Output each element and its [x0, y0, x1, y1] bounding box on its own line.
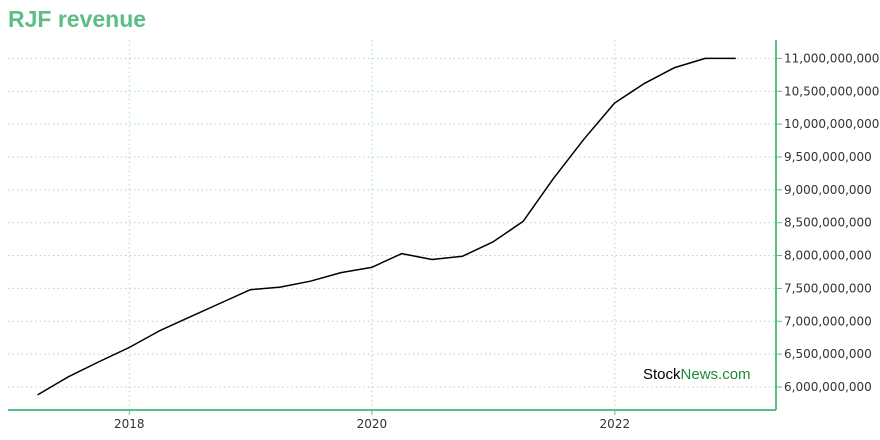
y-tick-label: 10,000,000,000: [784, 117, 879, 131]
y-tick-label: 9,000,000,000: [784, 183, 872, 197]
revenue-series-line: [37, 57, 736, 396]
y-tick-label: 7,000,000,000: [784, 314, 872, 328]
watermark: StockNews.com: [643, 366, 751, 383]
x-tick-label: 2022: [600, 417, 631, 431]
y-tick-label: 7,500,000,000: [784, 281, 872, 295]
watermark-part2: News: [681, 366, 719, 383]
axes: [8, 40, 782, 415]
watermark-part3: .com: [718, 366, 751, 383]
x-tick-label: 2020: [357, 417, 388, 431]
x-tick-labels: 2018 2020 2022: [114, 417, 630, 431]
grid-lines: [8, 40, 776, 410]
y-tick-label: 6,000,000,000: [784, 380, 872, 394]
y-tick-label: 6,500,000,000: [784, 347, 872, 361]
y-tick-label: 8,500,000,000: [784, 216, 872, 230]
y-tick-label: 10,500,000,000: [784, 84, 879, 98]
y-tick-label: 11,000,000,000: [784, 51, 879, 65]
x-tick-label: 2018: [114, 417, 145, 431]
chart-title: RJF revenue: [8, 6, 147, 32]
y-tick-label: 9,500,000,000: [784, 150, 872, 164]
watermark-part1: Stock: [643, 366, 681, 383]
y-tick-labels: 6,000,000,000 6,500,000,000 7,000,000,000 7…: [784, 51, 879, 394]
y-tick-label: 8,000,000,000: [784, 249, 872, 263]
series-layer: [37, 57, 736, 396]
